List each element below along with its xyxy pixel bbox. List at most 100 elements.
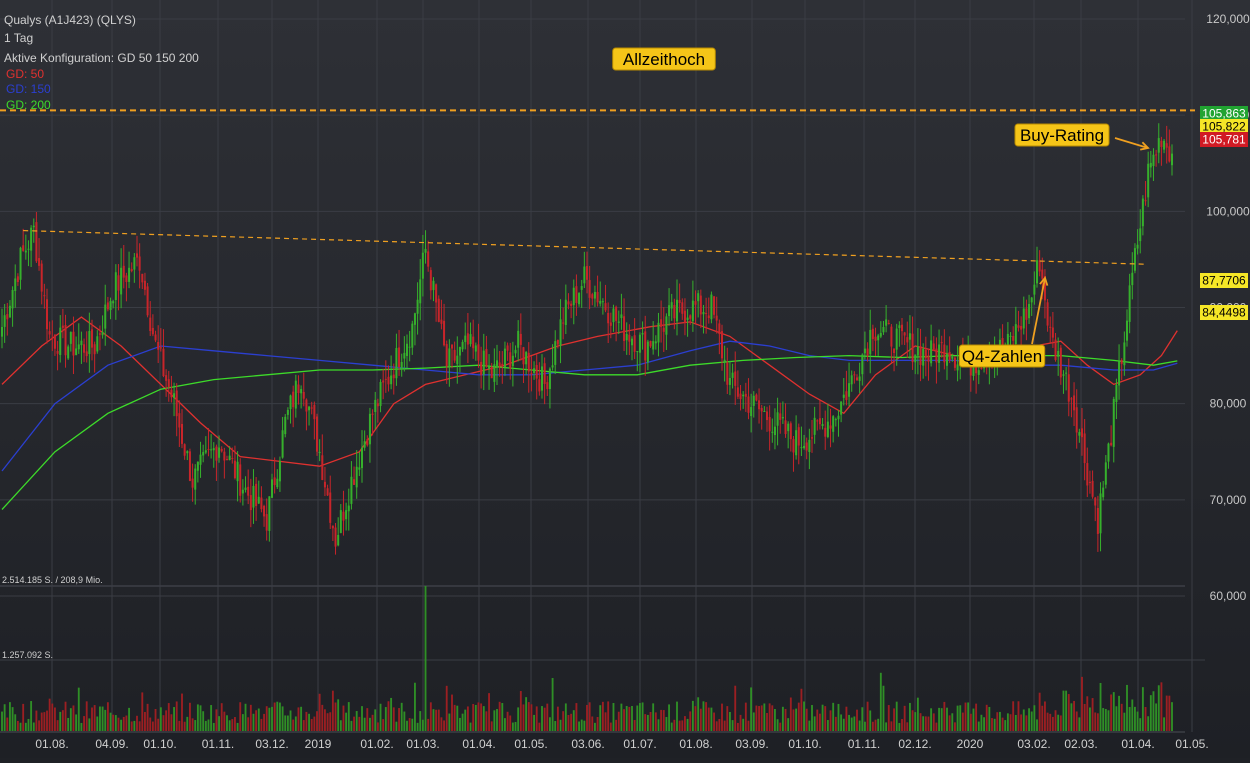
volume-bar [922,716,925,731]
volume-bar [1017,701,1020,731]
volume-bar [525,697,528,731]
volume-bar [488,693,490,731]
candle-body [331,525,334,529]
volume-bar [956,705,959,731]
volume-bar [241,714,244,731]
volume-bar [231,719,234,731]
volume-bar [549,717,551,731]
volume-bar [1078,717,1081,731]
candle-body [159,347,162,349]
candle-body [477,344,480,361]
candle-body [601,301,604,303]
volume-bar [3,704,6,731]
candle-body [265,514,268,531]
q4-arrow [1031,277,1046,345]
y-tick-label: 60,000 [1210,589,1247,603]
candle-body [662,327,665,332]
x-tick-label: 02.03. [1064,737,1097,751]
candle-body [445,344,448,367]
volume-bar [263,713,265,731]
candle-body [885,319,888,326]
volume-bar [369,717,371,731]
volume-bar [366,708,369,731]
volume-bar [999,711,1001,731]
candle-body [14,278,17,291]
candle-body [490,366,493,379]
candle-body [204,450,207,453]
candle-body [191,478,194,488]
candle-body [125,275,128,282]
volume-bar [122,716,125,731]
volume-bar [1141,687,1144,731]
candle-body [1131,272,1134,286]
volume-bar [165,710,168,731]
candle-body [313,404,316,420]
volume-bar [350,720,353,731]
candle-body [109,301,112,311]
x-tick-label: 01.07. [623,737,656,751]
candle-body [678,300,681,303]
candle-body [956,364,959,371]
volume-bar [604,712,607,731]
volume-bar [580,719,583,731]
legend-gd150[interactable]: GD: 150 [6,82,51,96]
volume-bar [1110,694,1113,731]
candle-body [1120,360,1123,364]
x-tick-label: 01.10. [143,737,176,751]
candle-body [1033,284,1036,295]
legend-gd200[interactable]: GD: 200 [6,98,51,112]
config-label[interactable]: Aktive Konfiguration: GD 50 150 200 [4,51,199,65]
volume-bar [938,707,940,731]
volume-bar [154,708,157,731]
candle-body [935,348,938,363]
candle-body [138,256,141,271]
candle-body [297,384,300,394]
volume-bar [281,706,284,731]
volume-bar [946,707,948,731]
candle-body [535,364,538,379]
volume-bar [874,719,877,731]
volume-bar [382,719,385,731]
volume-bar [27,718,30,731]
grid [0,0,1205,733]
candle-body [260,497,263,510]
volume-bar [977,721,980,731]
volume-bar [594,722,596,731]
volume-bar [668,704,670,731]
candle-body [416,299,419,314]
candle-body [797,427,800,446]
volume-bar [1036,719,1038,731]
candle-body [1096,507,1099,534]
volume-bar [935,722,938,731]
volume-bar [48,698,51,731]
candle-body [638,334,641,353]
candle-body [1094,497,1097,506]
candle-body [1006,333,1009,345]
legend-gd50[interactable]: GD: 50 [6,67,45,81]
candle-body [32,225,35,228]
candle-body [488,366,491,369]
volume-bar [535,706,538,731]
candle-body [848,383,851,397]
candle-body [744,393,747,397]
candle-body [673,305,676,319]
candle-body [318,451,321,453]
volume-bar [249,704,252,731]
volume-bar [244,703,247,731]
volume-bar [1096,713,1099,731]
q4-zahlen-box [958,344,1046,368]
candle-body [19,247,22,280]
candle-body [525,352,528,365]
candle-body [104,304,107,329]
candle-body [495,360,499,368]
volume-bar [228,720,231,731]
volume-bar [541,706,543,731]
candle-body [419,279,422,304]
volume-bar [543,707,546,731]
candle-body [218,447,221,458]
volume-bar [159,707,162,731]
volume-bar [893,708,895,731]
candle-body [713,296,716,315]
